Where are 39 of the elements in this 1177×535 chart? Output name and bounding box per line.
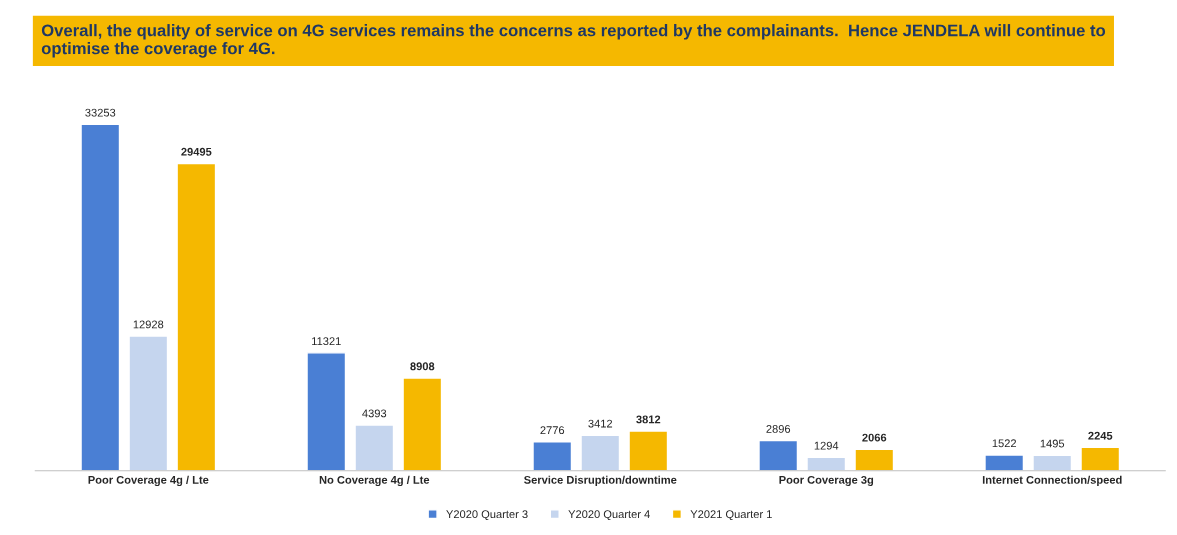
bar <box>984 454 1025 471</box>
bar <box>306 352 347 471</box>
data-label: 3812 <box>636 415 661 424</box>
bar <box>758 439 799 471</box>
data-label: 2896 <box>766 425 791 433</box>
bar <box>854 448 895 471</box>
x-tick-label: Internet Connection/speed <box>982 475 1122 487</box>
legend-label: Y2021 Quarter 1 <box>690 510 772 521</box>
bar <box>580 434 621 471</box>
bar <box>1032 454 1073 471</box>
bar <box>402 377 443 471</box>
data-label: 12928 <box>133 320 164 329</box>
data-label: 33253 <box>85 108 116 117</box>
bar <box>80 123 121 471</box>
bar <box>128 335 169 471</box>
data-label: 3412 <box>588 419 613 428</box>
bar <box>628 430 669 471</box>
data-label: 2245 <box>1088 431 1113 440</box>
data-label: 2066 <box>862 433 887 442</box>
bar <box>532 441 573 471</box>
x-tick-label: No Coverage 4g / Lte <box>319 475 430 487</box>
legend-label: Y2020 Quarter 4 <box>568 510 650 521</box>
data-label: 11321 <box>312 337 341 346</box>
x-tick-label: Poor Coverage 3g <box>779 475 874 487</box>
data-label: 29495 <box>181 147 212 156</box>
x-tick-label: Service Disruption/downtime <box>524 475 677 487</box>
data-label: 1294 <box>814 441 839 450</box>
data-label: 1495 <box>1040 439 1065 448</box>
bar <box>806 456 847 471</box>
bar <box>176 162 217 471</box>
data-label: 1522 <box>992 439 1017 448</box>
chart-title: Overall, the quality of service on 4G services remains the concerns as reported by the complainants. Hence JENDELA will continue to optimise the coverage for 4G. <box>41 24 1106 58</box>
x-tick-label: Poor Coverage 4g / Lte <box>88 475 209 487</box>
legend-label: Y2020 Quarter 3 <box>446 510 528 521</box>
bar <box>1080 446 1121 471</box>
data-label: 4393 <box>362 409 387 418</box>
bar <box>354 424 395 471</box>
data-label: 8908 <box>410 362 435 371</box>
data-label: 2776 <box>540 426 565 435</box>
